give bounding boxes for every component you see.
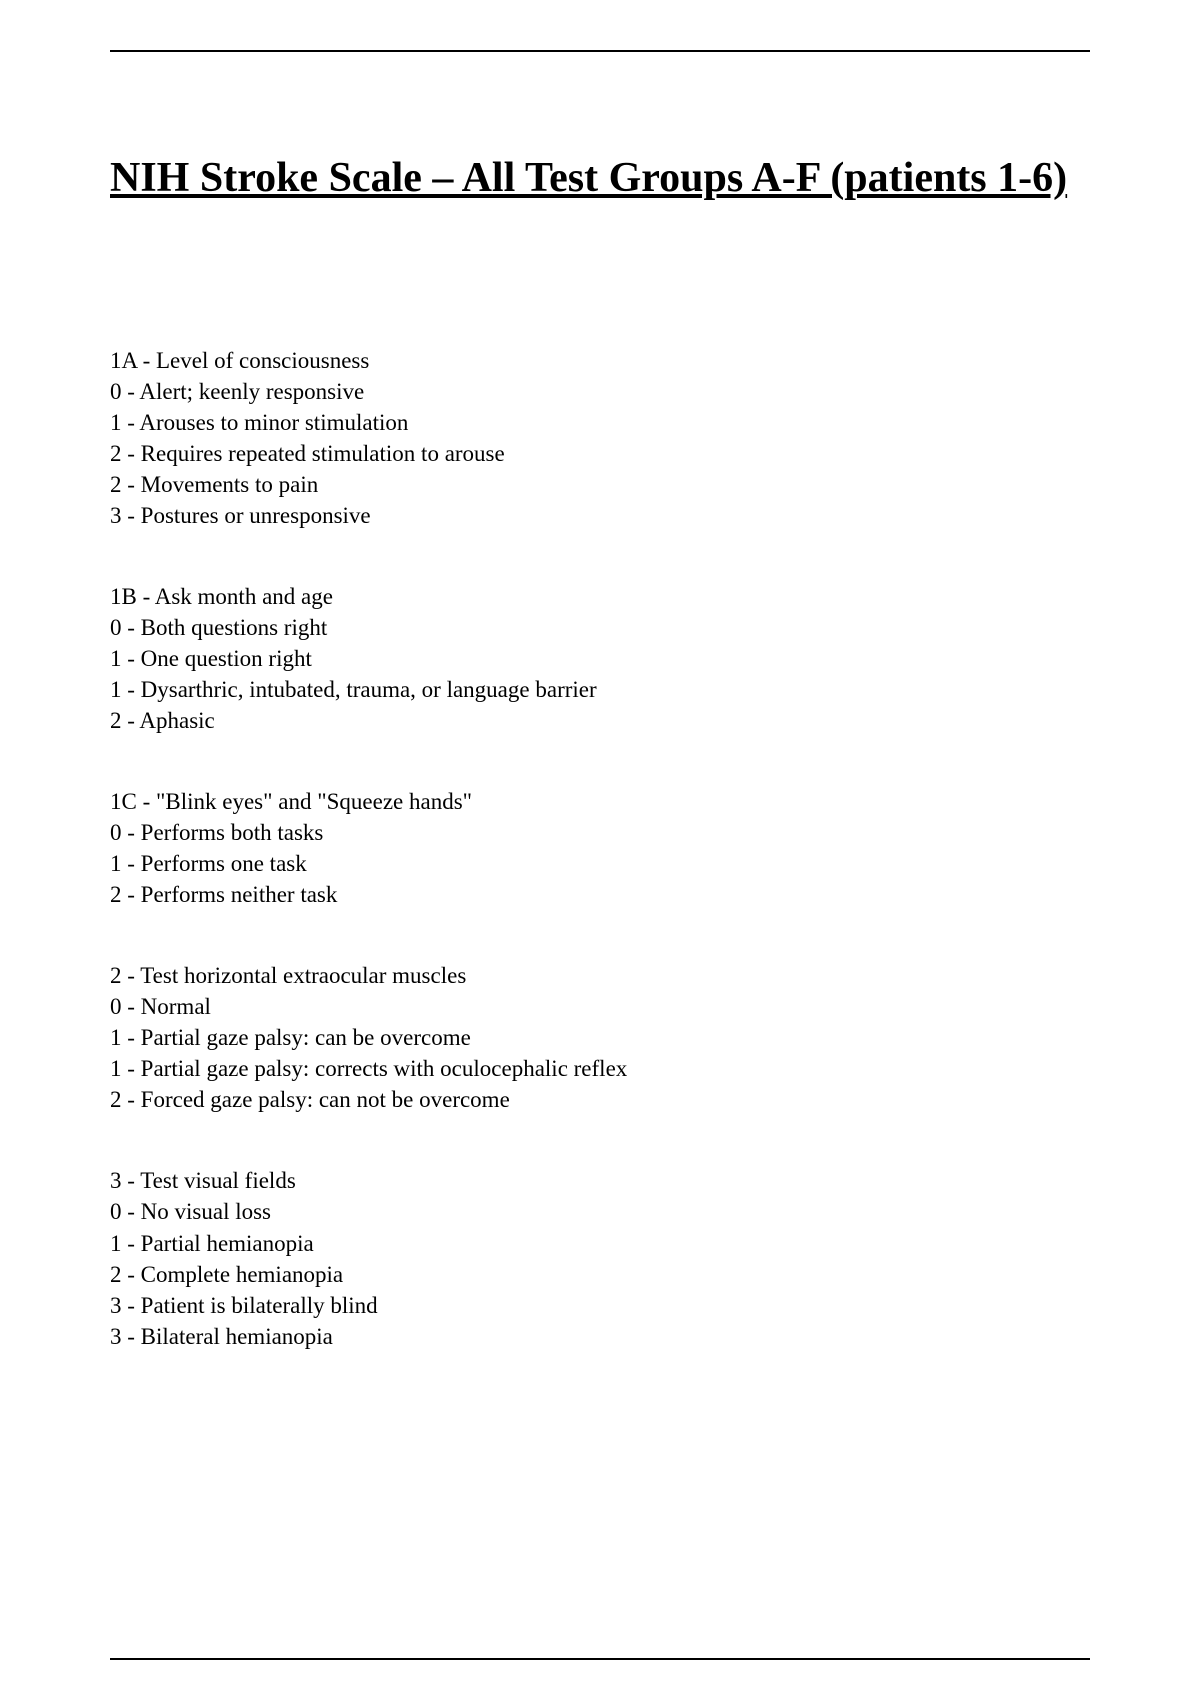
list-item: 1 - One question right: [110, 643, 1090, 674]
list-item: 2 - Movements to pain: [110, 469, 1090, 500]
section-header: 1B - Ask month and age: [110, 581, 1090, 612]
list-item: 2 - Requires repeated stimulation to aro…: [110, 438, 1090, 469]
list-item: 1 - Dysarthric, intubated, trauma, or la…: [110, 674, 1090, 705]
list-item: 3 - Patient is bilaterally blind: [110, 1290, 1090, 1321]
list-item: 0 - Performs both tasks: [110, 817, 1090, 848]
list-item: 0 - Normal: [110, 991, 1090, 1022]
list-item: 1 - Performs one task: [110, 848, 1090, 879]
list-item: 0 - No visual loss: [110, 1196, 1090, 1227]
list-item: 1 - Partial gaze palsy: corrects with oc…: [110, 1053, 1090, 1084]
bottom-horizontal-rule: [110, 1658, 1090, 1660]
section-3: 3 - Test visual fields 0 - No visual los…: [110, 1165, 1090, 1351]
list-item: 1 - Partial gaze palsy: can be overcome: [110, 1022, 1090, 1053]
list-item: 3 - Bilateral hemianopia: [110, 1321, 1090, 1352]
section-header: 3 - Test visual fields: [110, 1165, 1090, 1196]
section-header: 1A - Level of consciousness: [110, 345, 1090, 376]
document-page: NIH Stroke Scale – All Test Groups A-F (…: [0, 0, 1200, 1452]
section-2: 2 - Test horizontal extraocular muscles …: [110, 960, 1090, 1115]
page-title: NIH Stroke Scale – All Test Groups A-F (…: [110, 152, 1090, 205]
list-item: 1 - Partial hemianopia: [110, 1228, 1090, 1259]
section-header: 2 - Test horizontal extraocular muscles: [110, 960, 1090, 991]
top-horizontal-rule: [110, 50, 1090, 52]
list-item: 2 - Aphasic: [110, 705, 1090, 736]
section-header: 1C - "Blink eyes" and "Squeeze hands": [110, 786, 1090, 817]
section-1a: 1A - Level of consciousness 0 - Alert; k…: [110, 345, 1090, 531]
list-item: 1 - Arouses to minor stimulation: [110, 407, 1090, 438]
list-item: 2 - Performs neither task: [110, 879, 1090, 910]
list-item: 2 - Forced gaze palsy: can not be overco…: [110, 1084, 1090, 1115]
list-item: 0 - Both questions right: [110, 612, 1090, 643]
section-1c: 1C - "Blink eyes" and "Squeeze hands" 0 …: [110, 786, 1090, 910]
list-item: 2 - Complete hemianopia: [110, 1259, 1090, 1290]
section-1b: 1B - Ask month and age 0 - Both question…: [110, 581, 1090, 736]
list-item: 3 - Postures or unresponsive: [110, 500, 1090, 531]
list-item: 0 - Alert; keenly responsive: [110, 376, 1090, 407]
